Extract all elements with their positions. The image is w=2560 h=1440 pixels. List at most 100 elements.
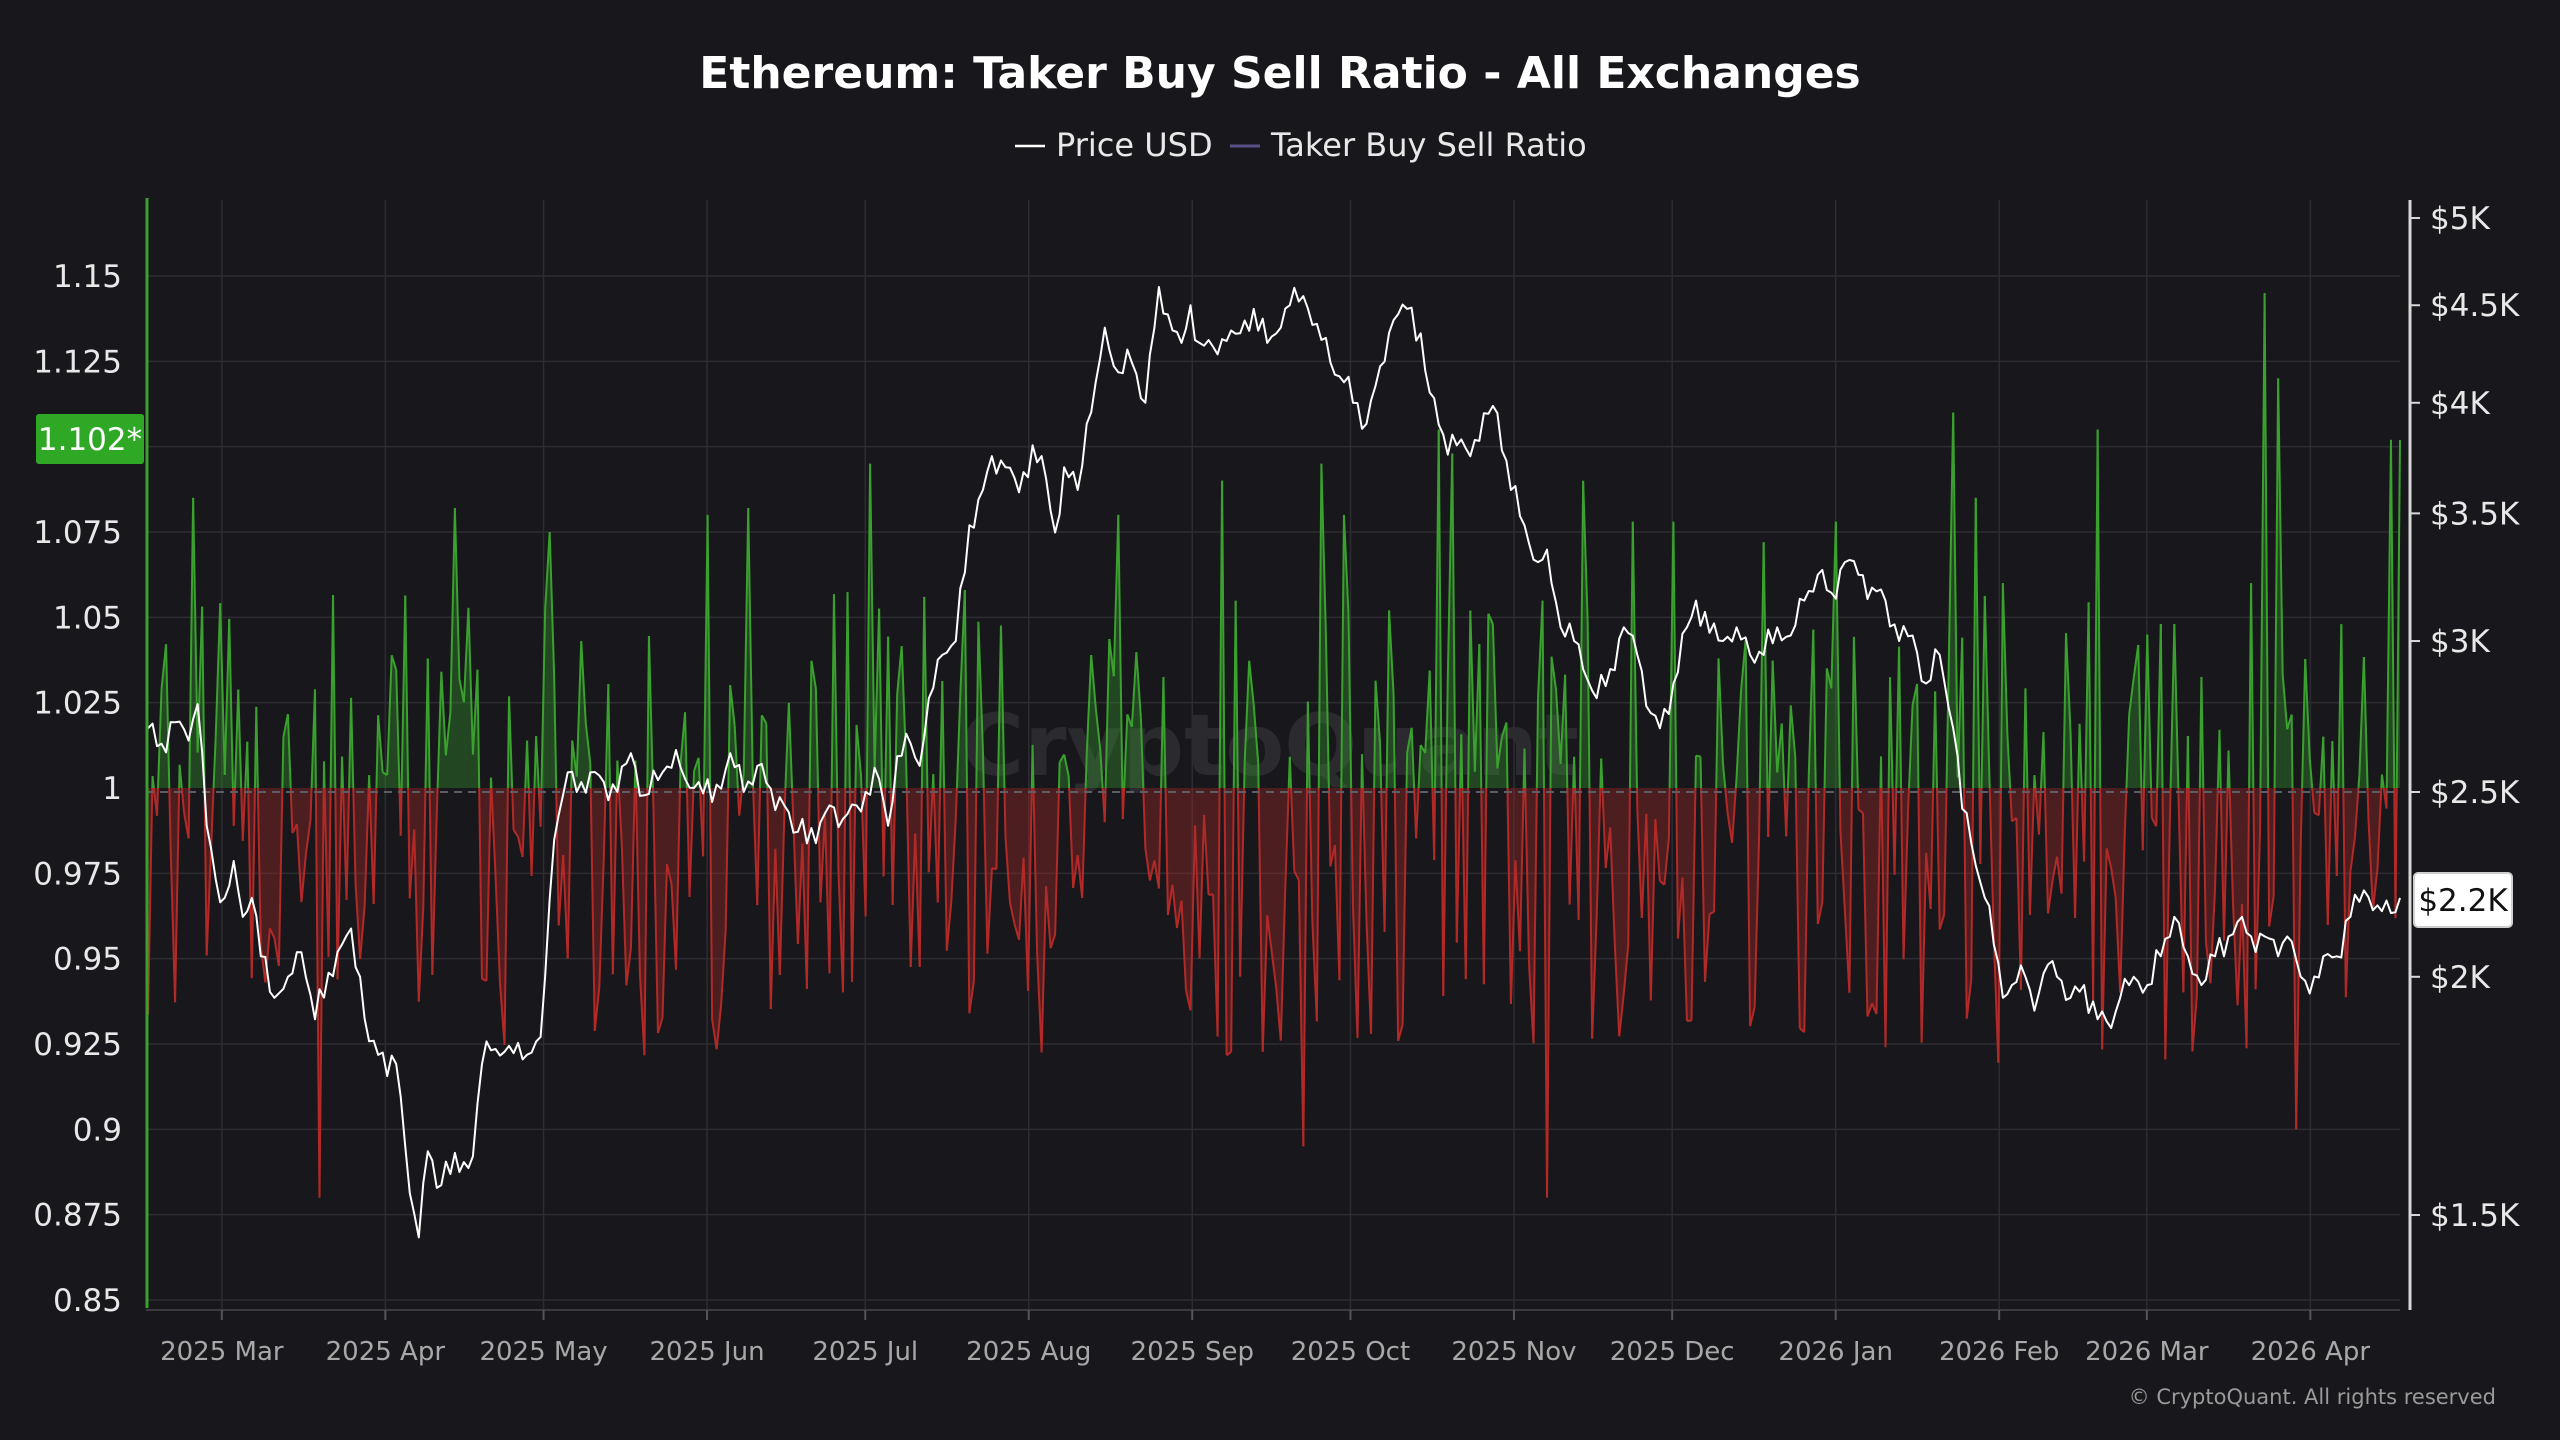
ratio-segment-edge — [1997, 787, 2002, 1063]
ratio-segment-edge — [972, 787, 978, 982]
ratio-segment — [1867, 788, 1872, 1017]
ratio-segment-edge — [1084, 753, 1088, 789]
ratio-segment — [712, 788, 717, 1050]
ratio-segment-edge — [1226, 1051, 1232, 1057]
ratio-segment-edge — [2105, 848, 2113, 869]
ratio-segment-edge — [2143, 634, 2149, 789]
ratio-segment-edge — [1162, 677, 1167, 789]
ratio-segment-edge — [1812, 629, 1817, 789]
ratio-segment — [1817, 788, 1823, 925]
ratio-segment-edge — [2169, 624, 2176, 789]
ratio-segment — [1799, 788, 1805, 1033]
ratio-segment — [694, 757, 699, 788]
ratio-segment-edge — [965, 787, 971, 1014]
ratio-segment-edge — [1749, 1006, 1756, 1027]
ratio-segment-edge — [882, 787, 887, 877]
ratio-segment — [1343, 514, 1349, 788]
ratio-segment-edge — [2065, 633, 2072, 733]
left-tick-label: 1.05 — [53, 600, 122, 636]
ratio-segment-edge — [1171, 884, 1178, 929]
ratio-segment-edge — [792, 821, 799, 944]
ratio-segment-edge — [2304, 658, 2311, 759]
ratio-segment-edge — [702, 787, 706, 857]
x-tick-label: 2025 Sep — [1131, 1337, 1254, 1367]
ratio-segment-edge — [2291, 787, 2298, 1130]
right-tick-label: $1.5K — [2430, 1198, 2520, 1234]
ratio-segment-edge — [1392, 694, 1396, 789]
ratio-segment — [1858, 788, 1863, 814]
ratio-segment-edge — [151, 775, 155, 789]
ratio-segment-edge — [1917, 787, 1923, 1043]
ratio-segment-edge — [1649, 819, 1657, 1001]
ratio-segment-edge — [1974, 497, 1981, 789]
left-tick-label: 0.85 — [53, 1283, 122, 1319]
ratio-segment-edge — [1342, 514, 1350, 614]
ratio-segment-edge — [2078, 723, 2083, 789]
ratio-segment-edge — [769, 848, 777, 1010]
ratio-segment-edge — [864, 787, 868, 917]
ratio-segment-edge — [540, 609, 547, 789]
ratio-segment-edge — [2326, 787, 2333, 925]
ratio-segment-edge — [539, 787, 543, 827]
ratio-segment-edge — [2092, 787, 2096, 1000]
ratio-segment-edge — [823, 815, 831, 974]
ratio-segment-edge — [661, 864, 668, 1018]
ratio-segment-edge — [2218, 729, 2222, 789]
x-tick-label: 2026 Mar — [2085, 1337, 2209, 1367]
ratio-segment-edge — [2263, 293, 2270, 789]
ratio-segment-edge — [444, 712, 452, 756]
ratio-segment-edge — [2245, 787, 2251, 1049]
ratio-segment-edge — [1550, 656, 1558, 691]
ratio-segment-edge — [435, 787, 439, 812]
ratio-segment-edge — [1166, 884, 1174, 916]
ratio-segment-edge — [2232, 903, 2239, 1006]
ratio-segment-edge — [553, 676, 558, 789]
ratio-segment-edge — [747, 508, 754, 777]
ratio-segment-edge — [927, 787, 934, 873]
ratio-segment — [2205, 788, 2211, 984]
ratio-segment — [2314, 788, 2319, 816]
ratio-segment-edge — [562, 854, 569, 959]
ratio-segment-edge — [1979, 787, 1983, 864]
ratio-segment-edge — [1839, 830, 1846, 911]
ratio-segment-edge — [584, 722, 592, 764]
ratio-segment-edge — [954, 787, 958, 818]
ratio-segment-edge — [733, 725, 739, 789]
ratio-segment — [960, 590, 965, 788]
ratio-segment-edge — [490, 787, 497, 876]
x-tick-label: 2026 Jan — [1778, 1337, 1893, 1367]
ratio-segment — [1619, 788, 1624, 1037]
ratio-segment-edge — [404, 595, 410, 789]
ratio-segment-edge — [2177, 810, 2185, 993]
right-tick-label: $2K — [2430, 960, 2490, 996]
ratio-segment — [721, 788, 726, 1005]
ratio-segment-edge — [1327, 787, 1332, 867]
ratio-segment-edge — [1916, 683, 1920, 789]
ratio-segment-edge — [1573, 756, 1576, 789]
ratio-segment-edge — [323, 761, 326, 789]
ratio-segment-edge — [943, 787, 948, 951]
ratio-segment-edge — [1487, 613, 1494, 625]
ratio-segment-edge — [2125, 714, 2131, 789]
ratio-segment-edge — [909, 833, 917, 967]
ratio-segment-edge — [1578, 480, 1585, 789]
ratio-segment-edge — [1506, 787, 1512, 1004]
ratio-segment-edge — [986, 868, 993, 954]
ratio-segment-edge — [657, 1017, 664, 1034]
ratio-segment-edge — [1667, 787, 1671, 838]
ratio-segment — [2269, 788, 2274, 927]
ratio-segment-edge — [1542, 787, 1549, 1198]
current-ratio-label: 1.102* — [38, 422, 142, 458]
ratio-segment-edge — [2110, 867, 2117, 898]
ratio-segment-edge — [1072, 855, 1079, 889]
ratio-segment — [513, 788, 519, 837]
ratio-segment-edge — [759, 715, 763, 789]
ratio-segment-edge — [634, 787, 641, 975]
ratio-segment-edge — [787, 702, 794, 789]
ratio-segment-edge — [2161, 787, 2167, 1060]
chart-title: Ethereum: Taker Buy Sell Ratio - All Exc… — [699, 48, 1860, 99]
ratio-segment-edge — [1744, 640, 1749, 789]
ratio-segment-edge — [1956, 637, 1964, 778]
ratio-segment-edge — [327, 787, 332, 958]
ratio-segment-edge — [955, 693, 962, 789]
